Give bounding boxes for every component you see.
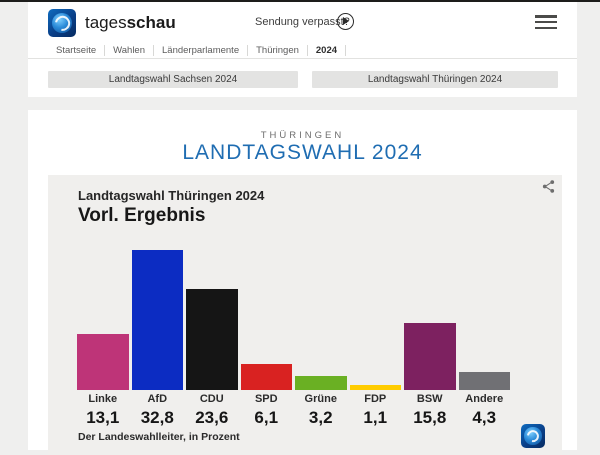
value-label: 13,1 (86, 408, 120, 427)
bar-afd (131, 250, 183, 390)
party-label: BSW (416, 393, 443, 405)
bar-area (77, 250, 129, 390)
chart-card: Landtagswahl Thüringen 2024 Vorl. Ergebn… (48, 175, 562, 455)
share-icon[interactable] (541, 179, 556, 194)
hamburger-menu-icon[interactable] (535, 15, 557, 29)
party-label: CDU (199, 393, 224, 405)
party-label: Andere (465, 393, 504, 405)
value-label: 23,6 (195, 408, 229, 427)
source-note: Der Landeswahlleiter, in Prozent (78, 431, 240, 443)
bar-spd (240, 364, 292, 390)
chart-columns: Linke 13,1 AfD 32,8 CDU 23,6 SPD 6,1 Grüne 3,2 FDP… (77, 250, 510, 428)
bar-column-grüne: Grüne 3,2 (295, 250, 347, 428)
bar-linke (77, 334, 129, 390)
tagesschau-globe-icon[interactable] (48, 9, 76, 37)
value-label: 1,1 (363, 408, 388, 427)
hamburger-bar (535, 26, 557, 29)
bar-column-cdu: CDU 23,6 (186, 250, 238, 428)
bar-area (240, 250, 292, 390)
value-label: 3,2 (308, 408, 333, 427)
page-title: LANDTAGSWAHL 2024 (182, 141, 423, 164)
value-label: 32,8 (140, 408, 174, 427)
bar-andere (458, 371, 510, 390)
bar-bsw (404, 322, 456, 390)
breadcrumb-item-wahlen[interactable]: Wahlen (105, 44, 154, 56)
party-label: FDP (364, 393, 387, 405)
bar-column-linke: Linke 13,1 (77, 250, 129, 428)
bar-column-spd: SPD 6,1 (240, 250, 292, 428)
value-label: 4,3 (472, 408, 497, 427)
party-label: AfD (147, 393, 168, 405)
top-divider (0, 0, 600, 2)
brand-bold: schau (126, 13, 176, 32)
bar-fdp (349, 385, 401, 390)
chart-subtitle: Vorl. Ergebnis (78, 205, 206, 226)
globe-shape (524, 427, 542, 445)
bar-area (295, 250, 347, 390)
breadcrumb-item-laenderparlamente[interactable]: Länderparlamente (154, 44, 249, 56)
breadcrumb-item-thueringen[interactable]: Thüringen (248, 44, 308, 56)
globe-shape (51, 12, 73, 34)
sachsen-election-button[interactable]: Landtagswahl Sachsen 2024 (48, 71, 298, 88)
bar-area (186, 250, 238, 390)
value-label: 15,8 (413, 408, 447, 427)
bar-chart: Linke 13,1 AfD 32,8 CDU 23,6 SPD 6,1 Grüne 3,2 FDP… (77, 250, 510, 428)
main-content: THÜRINGEN LANDTAGSWAHL 2024 Landtagswahl… (28, 110, 577, 455)
party-label: Linke (88, 393, 118, 405)
bar-column-fdp: FDP 1,1 (349, 250, 401, 428)
page-kicker: THÜRINGEN (260, 130, 345, 141)
bar-cdu (186, 289, 238, 390)
chart-title: Landtagswahl Thüringen 2024 (78, 188, 265, 203)
brand-regular: tages (85, 13, 127, 32)
bar-column-andere: Andere 4,3 (458, 250, 510, 428)
bar-area (404, 250, 456, 390)
hamburger-bar (535, 20, 557, 24)
thueringen-election-button[interactable]: Landtagswahl Thüringen 2024 (312, 71, 558, 88)
hamburger-bar (535, 15, 557, 18)
bar-column-afd: AfD 32,8 (131, 250, 183, 428)
play-circle-icon[interactable] (337, 13, 354, 30)
bar-area (349, 250, 401, 390)
tagesschau-watermark-icon (521, 424, 545, 448)
party-label: SPD (254, 393, 278, 405)
bar-grüne (295, 376, 347, 390)
party-label: Grüne (304, 393, 337, 405)
site-header: tagesschau Sendung verpasst? Startseite … (28, 2, 577, 97)
brand-wordmark[interactable]: tagesschau (85, 13, 176, 33)
breadcrumb-item-2024[interactable]: 2024 (308, 44, 347, 56)
breadcrumb: Startseite Wahlen Länderparlamente Thüri… (28, 42, 577, 59)
bar-area (458, 250, 510, 390)
missed-show-link[interactable]: Sendung verpasst? (255, 16, 350, 28)
breadcrumb-item-startseite[interactable]: Startseite (48, 44, 106, 56)
bar-column-bsw: BSW 15,8 (404, 250, 456, 428)
value-label: 6,1 (254, 408, 279, 427)
bar-area (131, 250, 183, 390)
